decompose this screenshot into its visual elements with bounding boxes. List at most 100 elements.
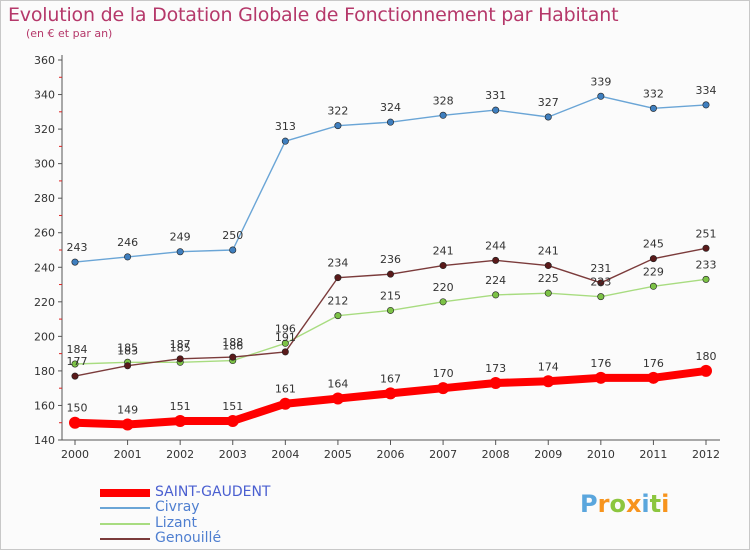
- data-label-saint-gaudent-2008: 173: [485, 362, 506, 375]
- point-lizant-2009: [544, 289, 552, 297]
- point-genouill--2010: [597, 279, 605, 287]
- point-saint-gaudent-2003: [226, 415, 239, 427]
- point-saint-gaudent-2010: [594, 371, 607, 384]
- y-tick-label-200: 200: [34, 330, 55, 343]
- x-tick-label-2009: 2009: [534, 448, 562, 461]
- data-label-saint-gaudent-2007: 170: [433, 367, 454, 380]
- x-tick-label-2007: 2007: [429, 448, 457, 461]
- data-label-saint-gaudent-2004: 161: [275, 383, 296, 396]
- point-civray-2011: [649, 104, 657, 112]
- data-label-genouill--2003: 188: [222, 336, 243, 349]
- data-label-saint-gaudent-2006: 167: [380, 372, 401, 385]
- data-label-saint-gaudent-2011: 176: [643, 357, 664, 370]
- data-label-civray-2003: 250: [222, 229, 243, 242]
- x-tick-label-2008: 2008: [482, 448, 510, 461]
- data-label-civray-2006: 324: [380, 101, 401, 114]
- data-label-civray-2011: 332: [643, 87, 664, 100]
- x-tick-label-2010: 2010: [587, 448, 615, 461]
- point-genouill--2004: [281, 348, 289, 356]
- point-saint-gaudent-2012: [700, 364, 712, 377]
- y-tick-label-320: 320: [34, 123, 55, 136]
- data-label-lizant-2009: 225: [538, 272, 559, 285]
- legend-swatch-lizant: [100, 523, 150, 525]
- point-genouill--2003: [229, 353, 237, 361]
- data-label-genouill--2007: 241: [433, 245, 454, 258]
- y-tick-label-340: 340: [34, 89, 55, 102]
- data-label-lizant-2010: 223: [590, 276, 611, 289]
- data-label-lizant-2007: 220: [433, 281, 454, 294]
- y-tick-label-180: 180: [34, 365, 55, 378]
- point-saint-gaudent-2006: [384, 387, 397, 400]
- point-lizant-2008: [492, 291, 500, 299]
- data-label-lizant-2003: 186: [222, 340, 243, 353]
- y-tick-label-240: 240: [34, 261, 55, 274]
- point-civray-2002: [176, 248, 184, 256]
- point-civray-2006: [386, 118, 394, 126]
- data-label-civray-2009: 327: [538, 96, 559, 109]
- point-saint-gaudent-2009: [542, 375, 555, 388]
- data-label-genouill--2005: 234: [327, 257, 348, 270]
- chart-title: Evolution de la Dotation Globale de Fonc…: [8, 4, 619, 26]
- point-lizant-2007: [439, 298, 447, 306]
- data-label-lizant-2002: 185: [170, 341, 191, 354]
- y-tick-label-360: 360: [34, 54, 55, 67]
- legend-label-lizant: Lizant: [155, 515, 197, 531]
- x-tick-label-2004: 2004: [271, 448, 299, 461]
- data-label-genouill--2000: 177: [67, 355, 88, 368]
- y-tick-label-160: 160: [34, 399, 55, 412]
- data-label-genouill--2010: 231: [590, 262, 611, 275]
- point-lizant-2004: [281, 339, 289, 347]
- logo-letter: i: [641, 490, 650, 518]
- point-civray-2001: [124, 253, 132, 261]
- data-label-saint-gaudent-2000: 150: [67, 402, 88, 415]
- point-genouill--2002: [176, 355, 184, 363]
- logo-letter: P: [580, 490, 598, 518]
- data-label-lizant-2005: 212: [327, 295, 348, 308]
- data-label-saint-gaudent-2001: 149: [117, 403, 138, 416]
- logo-letter: o: [609, 490, 626, 518]
- point-saint-gaudent-2002: [174, 415, 187, 427]
- legend-label-genouill-: Genouillé: [155, 530, 222, 546]
- chart-subtitle: (en € et par an): [26, 27, 113, 40]
- x-tick-label-2012: 2012: [692, 448, 720, 461]
- point-saint-gaudent-2007: [437, 382, 450, 395]
- point-lizant-2012: [702, 275, 710, 283]
- x-tick-label-2011: 2011: [639, 448, 667, 461]
- data-label-civray-2007: 328: [433, 94, 454, 107]
- data-label-civray-2010: 339: [590, 75, 611, 88]
- y-tick-label-280: 280: [34, 192, 55, 205]
- point-genouill--2005: [334, 274, 342, 282]
- data-label-lizant-2001: 185: [117, 341, 138, 354]
- logo-letter: i: [661, 490, 670, 518]
- point-genouill--2008: [492, 256, 500, 264]
- point-lizant-2010: [597, 293, 605, 301]
- data-label-civray-2012: 334: [696, 84, 717, 97]
- point-saint-gaudent-2008: [489, 377, 502, 389]
- point-civray-2003: [229, 246, 237, 254]
- data-label-civray-2008: 331: [485, 89, 506, 102]
- data-label-genouill--2008: 244: [485, 239, 506, 252]
- legend-label-saint-gaudent: SAINT-GAUDENT: [155, 484, 271, 500]
- y-tick-label-260: 260: [34, 227, 55, 240]
- proxiti-logo: Proxiti: [580, 490, 669, 518]
- point-genouill--2001: [124, 362, 132, 370]
- data-label-saint-gaudent-2012: 180: [696, 350, 717, 363]
- point-civray-2012: [702, 101, 710, 109]
- point-genouill--2007: [439, 262, 447, 270]
- data-label-lizant-2011: 229: [643, 265, 664, 278]
- point-civray-2005: [334, 122, 342, 130]
- point-civray-2009: [544, 113, 552, 121]
- data-label-genouill--2009: 241: [538, 245, 559, 258]
- y-tick-label-140: 140: [34, 434, 55, 447]
- y-tick-label-300: 300: [34, 158, 55, 171]
- data-label-civray-2000: 243: [67, 241, 88, 254]
- data-label-saint-gaudent-2002: 151: [170, 400, 191, 413]
- data-label-lizant-2012: 233: [696, 258, 717, 271]
- point-civray-2008: [492, 106, 500, 114]
- point-civray-2010: [597, 92, 605, 100]
- data-label-saint-gaudent-2010: 176: [590, 357, 611, 370]
- legend-swatch-civray: [100, 507, 150, 509]
- logo-letter: r: [597, 490, 610, 518]
- data-label-genouill--2012: 251: [696, 227, 717, 240]
